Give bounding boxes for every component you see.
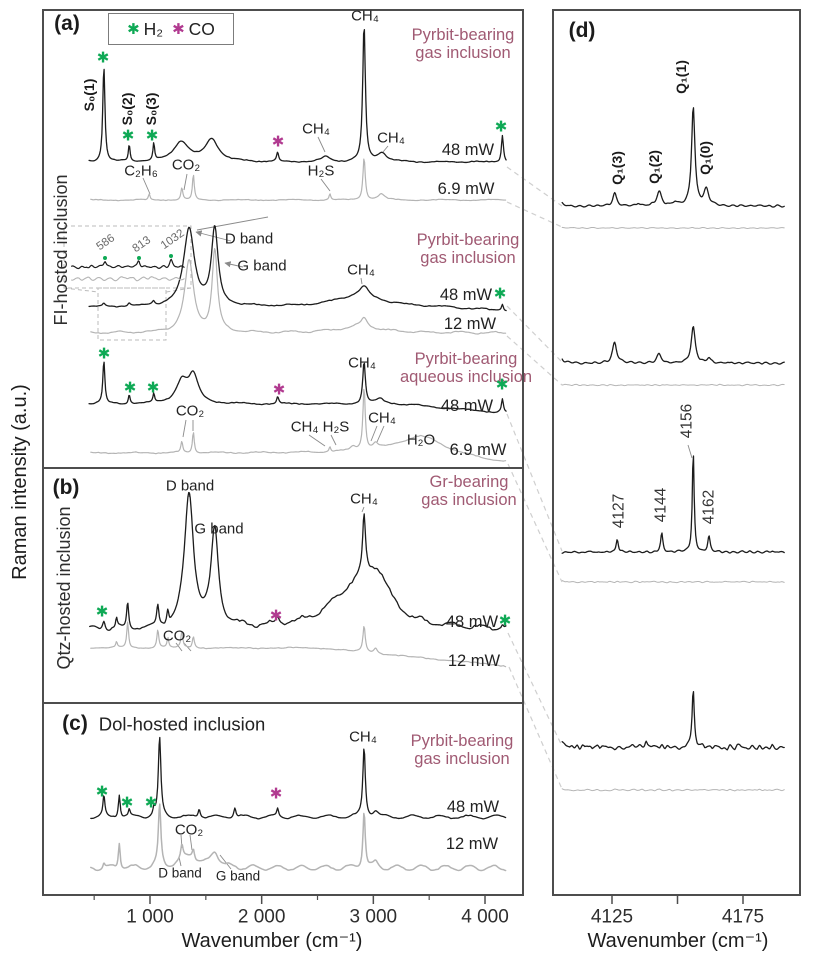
spectrum-c-black-48mW (90, 736, 507, 820)
legend-magenta-asterisk-icon: ✱ (172, 20, 185, 38)
legend-green-asterisk-icon: ✱ (127, 20, 140, 38)
leader-line-22 (219, 854, 232, 870)
panel-frames-and-ticks (42, 9, 801, 904)
legend-box: ✱ H₂ ✱ CO (108, 13, 234, 45)
spectrum-inset-gray (71, 276, 185, 282)
legend-item-CO: ✱ CO (172, 19, 215, 40)
spectrum-a2-black-48mW (88, 225, 507, 312)
inset-join-1 (165, 287, 192, 293)
leader-line-2 (320, 178, 331, 192)
leader-line-13 (370, 425, 378, 442)
leader-line-8 (360, 277, 363, 285)
spectrum-a1-black-48mW (88, 29, 507, 164)
spectrum-c-gray-12mW (90, 803, 507, 872)
spectra-curves (71, 29, 785, 872)
spectrum-d1-black (561, 107, 785, 208)
leader-line-20 (189, 834, 193, 851)
leader-line-14 (376, 425, 385, 443)
leader-line-1 (183, 173, 188, 191)
spectrum-d4-gray (561, 788, 785, 792)
connector-dashed-4 (506, 413, 563, 552)
legend-species-label: CO (188, 18, 215, 39)
connector-dashed-1 (506, 201, 563, 228)
spectrum-a3-black-48mW (88, 361, 507, 414)
spectrum-a1-gray-6.9mW (90, 158, 507, 202)
leader-line-16 (361, 506, 365, 513)
inset-join-0 (63, 287, 99, 293)
connector-dashed-6 (507, 632, 563, 747)
connector-dashed-3 (506, 335, 563, 386)
spectrum-b-black-48mW (89, 491, 507, 631)
leader-line-11 (308, 434, 326, 447)
spectrum-d3-black (561, 455, 785, 554)
leader-line-23 (687, 444, 693, 459)
peak-leader-lines (142, 136, 693, 870)
panel-abc-frame (42, 9, 524, 896)
inset-peak-dot-0 (103, 256, 107, 260)
spectrum-a3-gray-6.9mW (90, 388, 507, 462)
inset-peak-dot-2 (169, 254, 173, 258)
inset-peak-dot-1 (137, 256, 141, 260)
inset-box-1 (97, 287, 167, 341)
spectrum-d1-gray (561, 226, 785, 230)
spectrum-inset-black (71, 258, 185, 270)
panel-d-frame (552, 9, 801, 896)
leader-line-4 (382, 145, 389, 153)
spectrum-b-gray-12mW (90, 621, 507, 668)
legend-species-label: H₂ (143, 18, 164, 39)
connector-dashed-7 (508, 666, 563, 790)
spectrum-d4-black (561, 691, 785, 751)
leader-line-12 (330, 434, 337, 446)
leader-line-7 (224, 261, 244, 268)
inset-peak-dots (103, 254, 173, 260)
spectrum-d3-gray (561, 580, 785, 584)
leader-line-3 (317, 136, 326, 153)
leader-line-0 (142, 177, 151, 195)
spectrum-d2-gray (561, 383, 785, 387)
spectrum-d2-black (561, 325, 785, 365)
leader-line-6 (196, 216, 269, 231)
spectrum-a2-gray-12mW (90, 248, 507, 335)
leader-line-9 (182, 419, 187, 438)
leader-line-17 (175, 642, 183, 652)
legend-item-H₂: ✱ H₂ (127, 19, 163, 40)
inset-boxes (63, 225, 192, 341)
